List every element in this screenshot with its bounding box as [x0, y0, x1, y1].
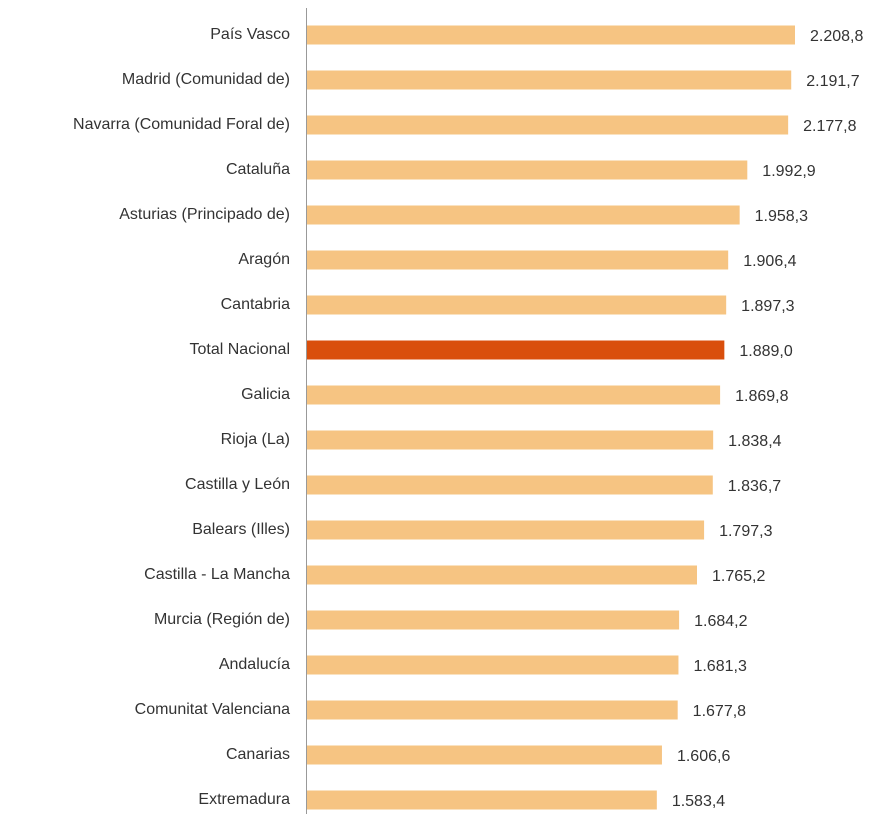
bar	[307, 655, 679, 675]
bar	[307, 790, 657, 810]
bar	[307, 205, 740, 225]
category-label: Cataluña	[226, 161, 290, 178]
category-label: Comunitat Valenciana	[135, 701, 290, 718]
category-label: Canarias	[226, 746, 290, 763]
bar	[307, 520, 705, 540]
bar	[307, 745, 662, 765]
category-label: Rioja (La)	[221, 431, 290, 448]
category-label: Navarra (Comunidad Foral de)	[73, 116, 290, 133]
bar	[307, 475, 713, 495]
value-label: 2.177,8	[803, 118, 856, 135]
value-label: 1.836,7	[728, 478, 781, 495]
bar	[307, 295, 727, 315]
category-label: Castilla y León	[185, 476, 290, 493]
bar	[307, 340, 725, 360]
value-label: 1.583,4	[672, 793, 725, 810]
category-label: Total Nacional	[190, 341, 291, 358]
bar	[307, 115, 789, 135]
value-label: 1.906,4	[743, 253, 796, 270]
bar	[307, 25, 795, 45]
value-label: 1.684,2	[694, 613, 747, 630]
value-label: 2.191,7	[806, 73, 859, 90]
value-label: 2.208,8	[810, 28, 863, 45]
category-label: Balears (Illes)	[192, 521, 290, 538]
bar	[307, 70, 792, 90]
category-label: Galicia	[241, 386, 290, 403]
category-label: Madrid (Comunidad de)	[122, 71, 290, 88]
value-label: 1.677,8	[693, 703, 746, 720]
value-label: 1.838,4	[728, 433, 781, 450]
bar	[307, 385, 721, 405]
category-label: Aragón	[238, 251, 290, 268]
category-label: Murcia (Región de)	[154, 611, 290, 628]
value-label: 1.869,8	[735, 388, 788, 405]
value-label: 1.889,0	[739, 343, 792, 360]
value-label: 1.606,6	[677, 748, 730, 765]
value-label: 1.765,2	[712, 568, 765, 585]
bar	[307, 250, 729, 270]
value-label: 1.797,3	[719, 523, 772, 540]
value-label: 1.897,3	[741, 298, 794, 315]
bar	[307, 700, 678, 720]
category-label: Castilla - La Mancha	[144, 566, 290, 583]
category-label: Cantabria	[221, 296, 290, 313]
bar	[307, 430, 714, 450]
category-label: Andalucía	[219, 656, 290, 673]
bar	[307, 610, 680, 630]
value-label: 1.681,3	[693, 658, 746, 675]
category-label: Asturias (Principado de)	[119, 206, 290, 223]
value-label: 1.958,3	[755, 208, 808, 225]
bar	[307, 160, 748, 180]
bar	[307, 565, 697, 585]
category-label: Extremadura	[198, 791, 290, 808]
value-label: 1.992,9	[762, 163, 815, 180]
category-label: País Vasco	[210, 26, 290, 43]
